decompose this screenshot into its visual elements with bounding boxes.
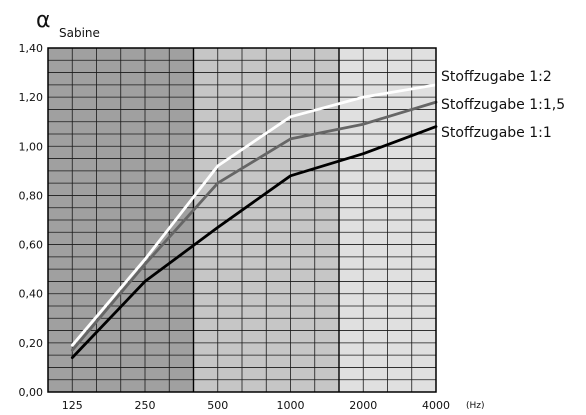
x-tick-label: 4000 — [422, 399, 450, 412]
plot-border — [47, 47, 437, 393]
y-tick-label: 0,40 — [19, 288, 44, 301]
series-line-1 — [70, 83, 438, 347]
series-label-1: Stoffzugabe 1:2 — [441, 69, 552, 85]
y-tick-label: 0,60 — [19, 239, 44, 252]
y-axis-subscript: Sabine — [59, 26, 100, 40]
y-tick-label: 1,00 — [19, 140, 44, 153]
y-tick-label: 1,40 — [19, 42, 44, 55]
series-lines — [70, 83, 438, 360]
y-axis-symbol: α — [36, 8, 51, 33]
x-tick-label: 1000 — [277, 399, 305, 412]
x-tick-labels: 125 250 500 1000 2000 4000 — [62, 399, 450, 412]
y-tick-label: 1,20 — [19, 91, 44, 104]
x-tick-label: 125 — [62, 399, 83, 412]
series-labels: Stoffzugabe 1:2 Stoffzugabe 1:1,5 Stoffzug… — [441, 69, 565, 141]
x-tick-label: 2000 — [349, 399, 377, 412]
x-axis-unit: (Hz) — [466, 401, 485, 411]
x-tick-label: 250 — [135, 399, 156, 412]
x-tick-label: 500 — [207, 399, 228, 412]
series-line-3 — [70, 125, 438, 360]
grid — [48, 48, 436, 392]
y-tick-label: 0,00 — [19, 386, 44, 399]
y-tick-label: 0,80 — [19, 189, 44, 202]
y-tick-labels: 0,00 0,20 0,40 0,60 0,80 1,00 1,20 1,40 — [19, 42, 44, 399]
y-tick-label: 0,20 — [19, 337, 44, 350]
series-line-2 — [70, 100, 438, 352]
plot-frame — [47, 47, 437, 393]
series-label-3: Stoffzugabe 1:1 — [441, 125, 552, 141]
series-label-2: Stoffzugabe 1:1,5 — [441, 97, 565, 113]
